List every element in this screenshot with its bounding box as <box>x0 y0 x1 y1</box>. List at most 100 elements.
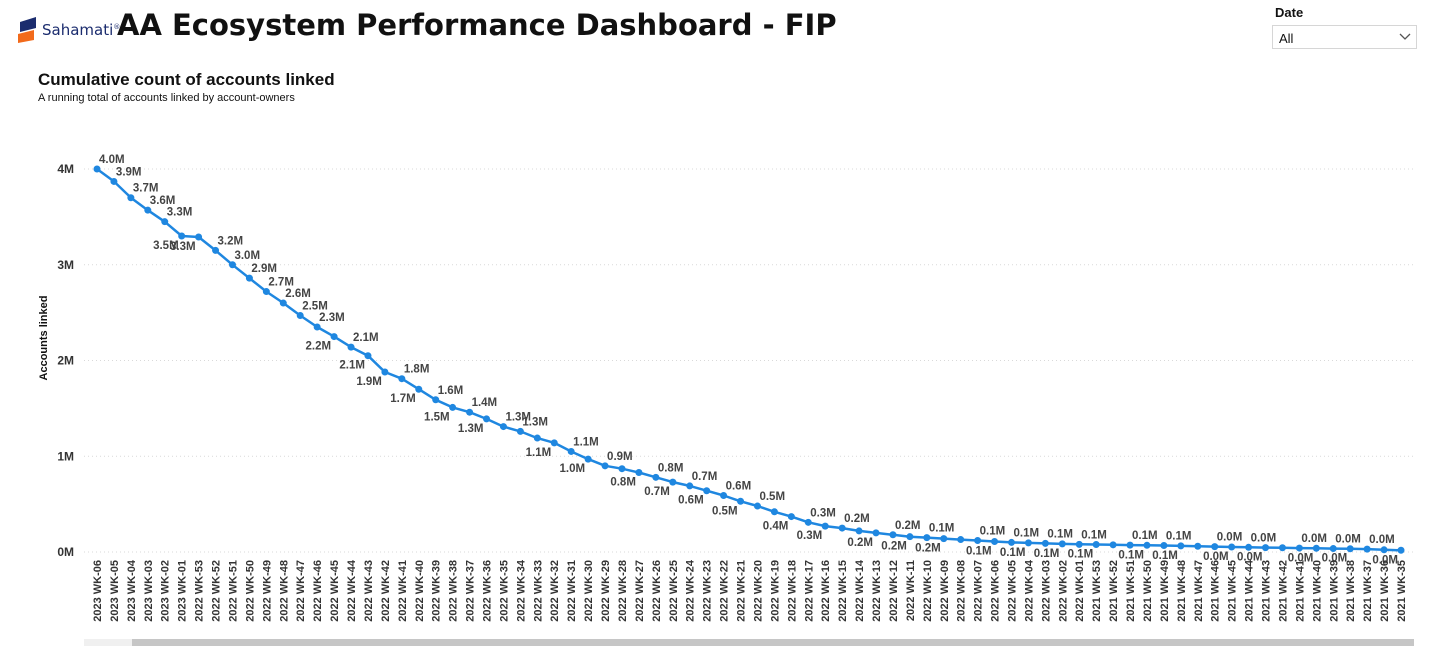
data-point <box>1245 543 1253 551</box>
x-tick-label: 2021 WK-47 <box>1193 560 1205 622</box>
data-label: 0.6M <box>678 495 704 507</box>
x-tick-label: 2021 WK-53 <box>1091 560 1103 622</box>
chevron-down-icon <box>1399 33 1411 40</box>
data-label: 0.1M <box>1047 528 1073 540</box>
data-point <box>483 415 491 423</box>
logo-text: Sahamati® <box>42 21 121 39</box>
data-point <box>787 513 795 521</box>
data-label: 0.1M <box>1132 530 1158 542</box>
x-tick-label: 2022 WK-04 <box>1023 559 1035 622</box>
data-point <box>279 299 287 307</box>
data-point <box>584 455 592 463</box>
data-point <box>1346 545 1354 553</box>
data-label: 1.1M <box>526 447 552 459</box>
x-tick-label: 2022 WK-23 <box>702 560 714 622</box>
x-tick-label: 2021 WK-50 <box>1142 560 1154 622</box>
x-tick-label: 2021 WK-43 <box>1261 560 1273 622</box>
data-point <box>872 529 880 537</box>
data-label: 2.7M <box>268 277 294 289</box>
x-tick-label: 2021 WK-49 <box>1159 560 1171 622</box>
data-label: 0.1M <box>1152 550 1178 562</box>
x-tick-label: 2022 WK-12 <box>888 560 900 622</box>
data-point <box>669 478 677 486</box>
scrollbar-thumb[interactable] <box>132 639 1414 646</box>
data-label: 0.1M <box>1013 527 1039 539</box>
x-tick-label: 2022 WK-35 <box>498 560 510 622</box>
data-label: 0.0M <box>1301 533 1327 545</box>
data-label: 1.0M <box>560 463 586 475</box>
x-tick-label: 2022 WK-52 <box>211 560 223 622</box>
data-label: 1.3M <box>505 412 531 424</box>
data-point <box>923 534 931 542</box>
data-label: 1.9M <box>356 376 382 388</box>
chart-title: Cumulative count of accounts linked <box>38 70 335 89</box>
x-tick-label: 2022 WK-21 <box>736 560 748 622</box>
data-point <box>161 218 169 226</box>
data-point <box>1007 538 1015 546</box>
data-label: 0.0M <box>1217 532 1243 544</box>
x-tick-label: 2022 WK-33 <box>532 560 544 622</box>
y-tick-label: 3M <box>57 258 74 272</box>
data-label: 0.5M <box>712 505 738 517</box>
series-line <box>96 167 1402 552</box>
x-tick-label: 2022 WK-25 <box>668 560 680 622</box>
data-point <box>889 531 897 539</box>
data-label: 0.1M <box>1034 548 1060 560</box>
data-label: 0.3M <box>810 507 836 519</box>
data-point <box>957 536 965 544</box>
data-point <box>821 522 829 530</box>
x-tick-label: 2021 WK-39 <box>1328 560 1340 622</box>
data-point <box>449 403 457 411</box>
x-tick-label: 2022 WK-08 <box>956 560 968 622</box>
data-point <box>753 502 761 510</box>
data-point <box>770 508 778 516</box>
data-point <box>940 535 948 543</box>
x-tick-label: 2021 WK-36 <box>1379 560 1391 622</box>
data-point <box>686 482 694 490</box>
data-point <box>1312 544 1320 552</box>
data-label: 1.6M <box>438 385 464 397</box>
x-tick-label: 2022 WK-10 <box>922 560 934 622</box>
data-point <box>381 368 389 376</box>
data-label: 0.2M <box>847 537 873 549</box>
data-point <box>1262 544 1270 552</box>
data-point <box>499 423 507 431</box>
x-tick-label: 2023 WK-02 <box>160 560 172 622</box>
x-tick-label: 2022 WK-42 <box>380 560 392 622</box>
x-tick-label: 2021 WK-44 <box>1244 559 1256 622</box>
data-label: 0.8M <box>610 477 636 489</box>
data-label: 0.0M <box>1251 532 1277 544</box>
x-tick-label: 2022 WK-09 <box>939 560 951 622</box>
x-tick-label: 2022 WK-40 <box>414 560 426 622</box>
data-point <box>398 375 406 383</box>
data-label: 0.1M <box>966 545 992 557</box>
data-label: 2.1M <box>339 360 365 372</box>
x-tick-label: 2023 WK-04 <box>126 559 138 622</box>
x-tick-label: 2022 WK-46 <box>312 560 324 622</box>
data-point <box>195 233 203 241</box>
y-tick-label: 1M <box>57 449 74 463</box>
data-label: 0.1M <box>1000 547 1026 559</box>
x-tick-label: 2021 WK-51 <box>1125 560 1137 622</box>
data-point <box>1228 543 1236 551</box>
data-point <box>1143 541 1151 549</box>
x-tick-label: 2023 WK-06 <box>92 560 104 622</box>
data-label: 2.3M <box>319 312 345 324</box>
data-label: 0.0M <box>1335 534 1361 546</box>
data-label: 2.5M <box>302 300 328 312</box>
data-point <box>178 232 186 240</box>
data-point <box>1177 542 1185 550</box>
data-point <box>262 288 270 296</box>
x-tick-label: 2022 WK-39 <box>431 560 443 622</box>
x-tick-label: 2022 WK-29 <box>600 560 612 622</box>
data-point <box>1211 543 1219 551</box>
date-filter-dropdown[interactable]: All <box>1272 25 1417 49</box>
date-filter-label: Date <box>1275 5 1304 20</box>
data-label: 0.1M <box>1118 549 1144 561</box>
x-tick-label: 2022 WK-07 <box>973 560 985 622</box>
data-point <box>804 518 812 526</box>
y-axis-title: Accounts linked <box>38 296 50 381</box>
data-label: 4.0M <box>99 154 125 166</box>
x-tick-label: 2022 WK-36 <box>482 560 494 622</box>
